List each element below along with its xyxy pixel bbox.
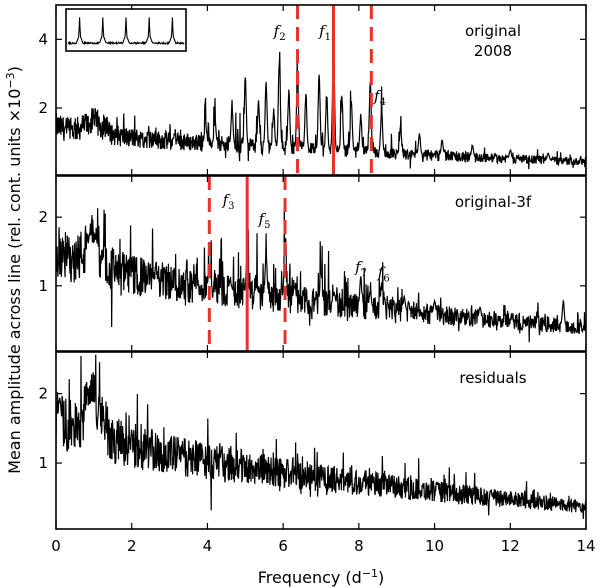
x-tick-label: 4	[203, 537, 213, 555]
panel-3-label: residuals	[459, 369, 526, 387]
panel-1-y-tick-label: 4	[38, 30, 48, 48]
frequency-label-f4: f4	[373, 87, 386, 108]
panel-1-y-tick-label: 2	[38, 99, 48, 117]
inset-window-function	[65, 8, 187, 52]
panel-1: 2 4 original 2008 f2 f1 f4	[38, 4, 587, 176]
panel-3-spectrum-line	[56, 354, 586, 519]
frequency-label-f1: f1	[318, 22, 331, 43]
panel-3-y-tick-label: 2	[38, 385, 48, 403]
frequency-label-f6: f6	[377, 264, 390, 285]
frequency-label-f7: f7	[354, 258, 367, 279]
panel-2-label: original-3f	[455, 193, 532, 211]
panel-2-y-tick-label: 2	[38, 208, 48, 226]
frequency-label-f5: f5	[258, 210, 271, 231]
panel-1-spectrum-line	[56, 28, 586, 170]
frequency-label-f3: f3	[222, 191, 235, 212]
panel-3: 1 2 residuals	[38, 351, 587, 530]
panel-1-label: 2008	[474, 42, 512, 60]
panel-2-spectrum-line	[56, 205, 586, 343]
x-axis-title: Frequency (d−1)	[258, 567, 385, 587]
y-axis-title: Mean amplitude across line (rel. cont. u…	[4, 66, 24, 474]
panel-2-frame	[55, 175, 587, 352]
x-tick-label: 6	[278, 537, 288, 555]
panel-2: 1 2 original-3f f3 f5 f7 f6	[38, 175, 587, 352]
panel-2-y-tick-label: 1	[38, 277, 48, 295]
x-tick-label: 8	[354, 537, 364, 555]
panel-1-frame	[55, 4, 587, 176]
panel-3-y-tick-label: 1	[38, 454, 48, 472]
inset-window-line	[67, 17, 185, 46]
x-tick-label: 14	[576, 537, 595, 555]
panel-1-label: original	[465, 22, 521, 40]
x-tick-label: 2	[127, 537, 137, 555]
frequency-label-f2: f2	[273, 22, 286, 43]
x-tick-label: 0	[51, 537, 61, 555]
x-tick-label: 10	[425, 537, 444, 555]
x-tick-label: 12	[501, 537, 520, 555]
panel-3-frame	[55, 351, 587, 530]
